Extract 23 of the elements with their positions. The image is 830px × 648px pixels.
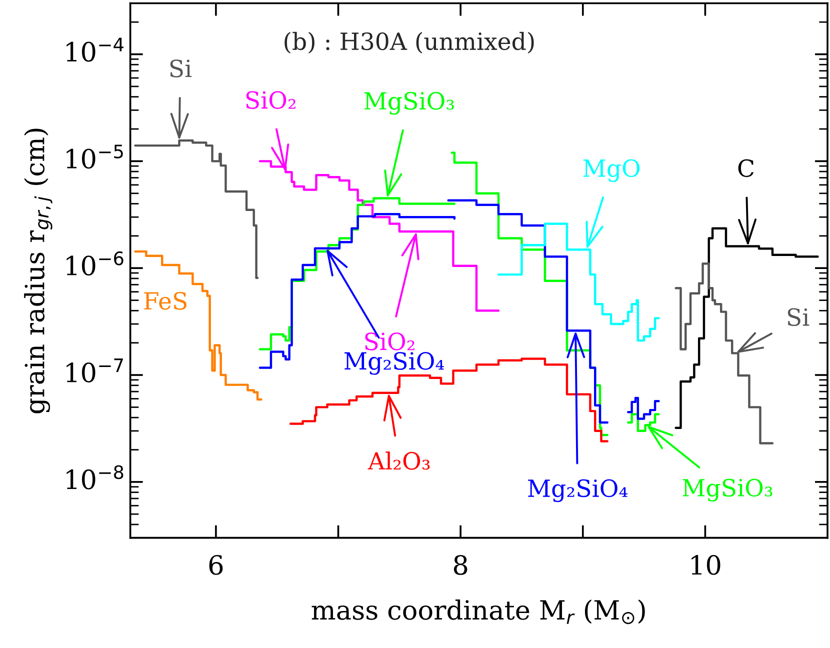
annotation: SiO₂ xyxy=(246,91,296,109)
y-tick-label: 10$^{−5}$ xyxy=(66,144,123,169)
y-tick-label: 10$^{−7}$ xyxy=(66,358,123,382)
text: (b) : H30A (unmixed) xyxy=(284,32,534,54)
annotation: Si xyxy=(788,308,810,326)
annotation: Si xyxy=(170,60,192,78)
y-tick-label: 10$^{−8}$ xyxy=(66,465,124,490)
annotation: C xyxy=(738,159,754,178)
annotation: Mg₂SiO₄ xyxy=(528,479,628,502)
y-axis-title: grain radius r$_{gr,j}$ (cm) xyxy=(24,128,52,414)
annotation: Al₂O₃ xyxy=(368,451,430,470)
x-tick-label: 10 xyxy=(692,554,720,575)
annotation: Mg₂SiO₄ xyxy=(344,352,444,375)
annotation: FeS xyxy=(144,292,186,310)
y-tick-label: 10$^{−6}$ xyxy=(66,251,124,276)
annotation: MgO xyxy=(583,159,640,182)
x-tick-label: 6 xyxy=(209,554,223,575)
annotation: MgSiO₃ xyxy=(364,92,454,115)
x-tick-label: 8 xyxy=(454,554,468,575)
y-tick-label: 10$^{−4}$ xyxy=(66,38,124,62)
x-axis-title: mass coordinate M$_{r}$ (M$_{⊙}$) xyxy=(312,599,645,624)
annotation: MgSiO₃ xyxy=(682,478,772,502)
annotation: SiO₂ xyxy=(365,332,414,350)
